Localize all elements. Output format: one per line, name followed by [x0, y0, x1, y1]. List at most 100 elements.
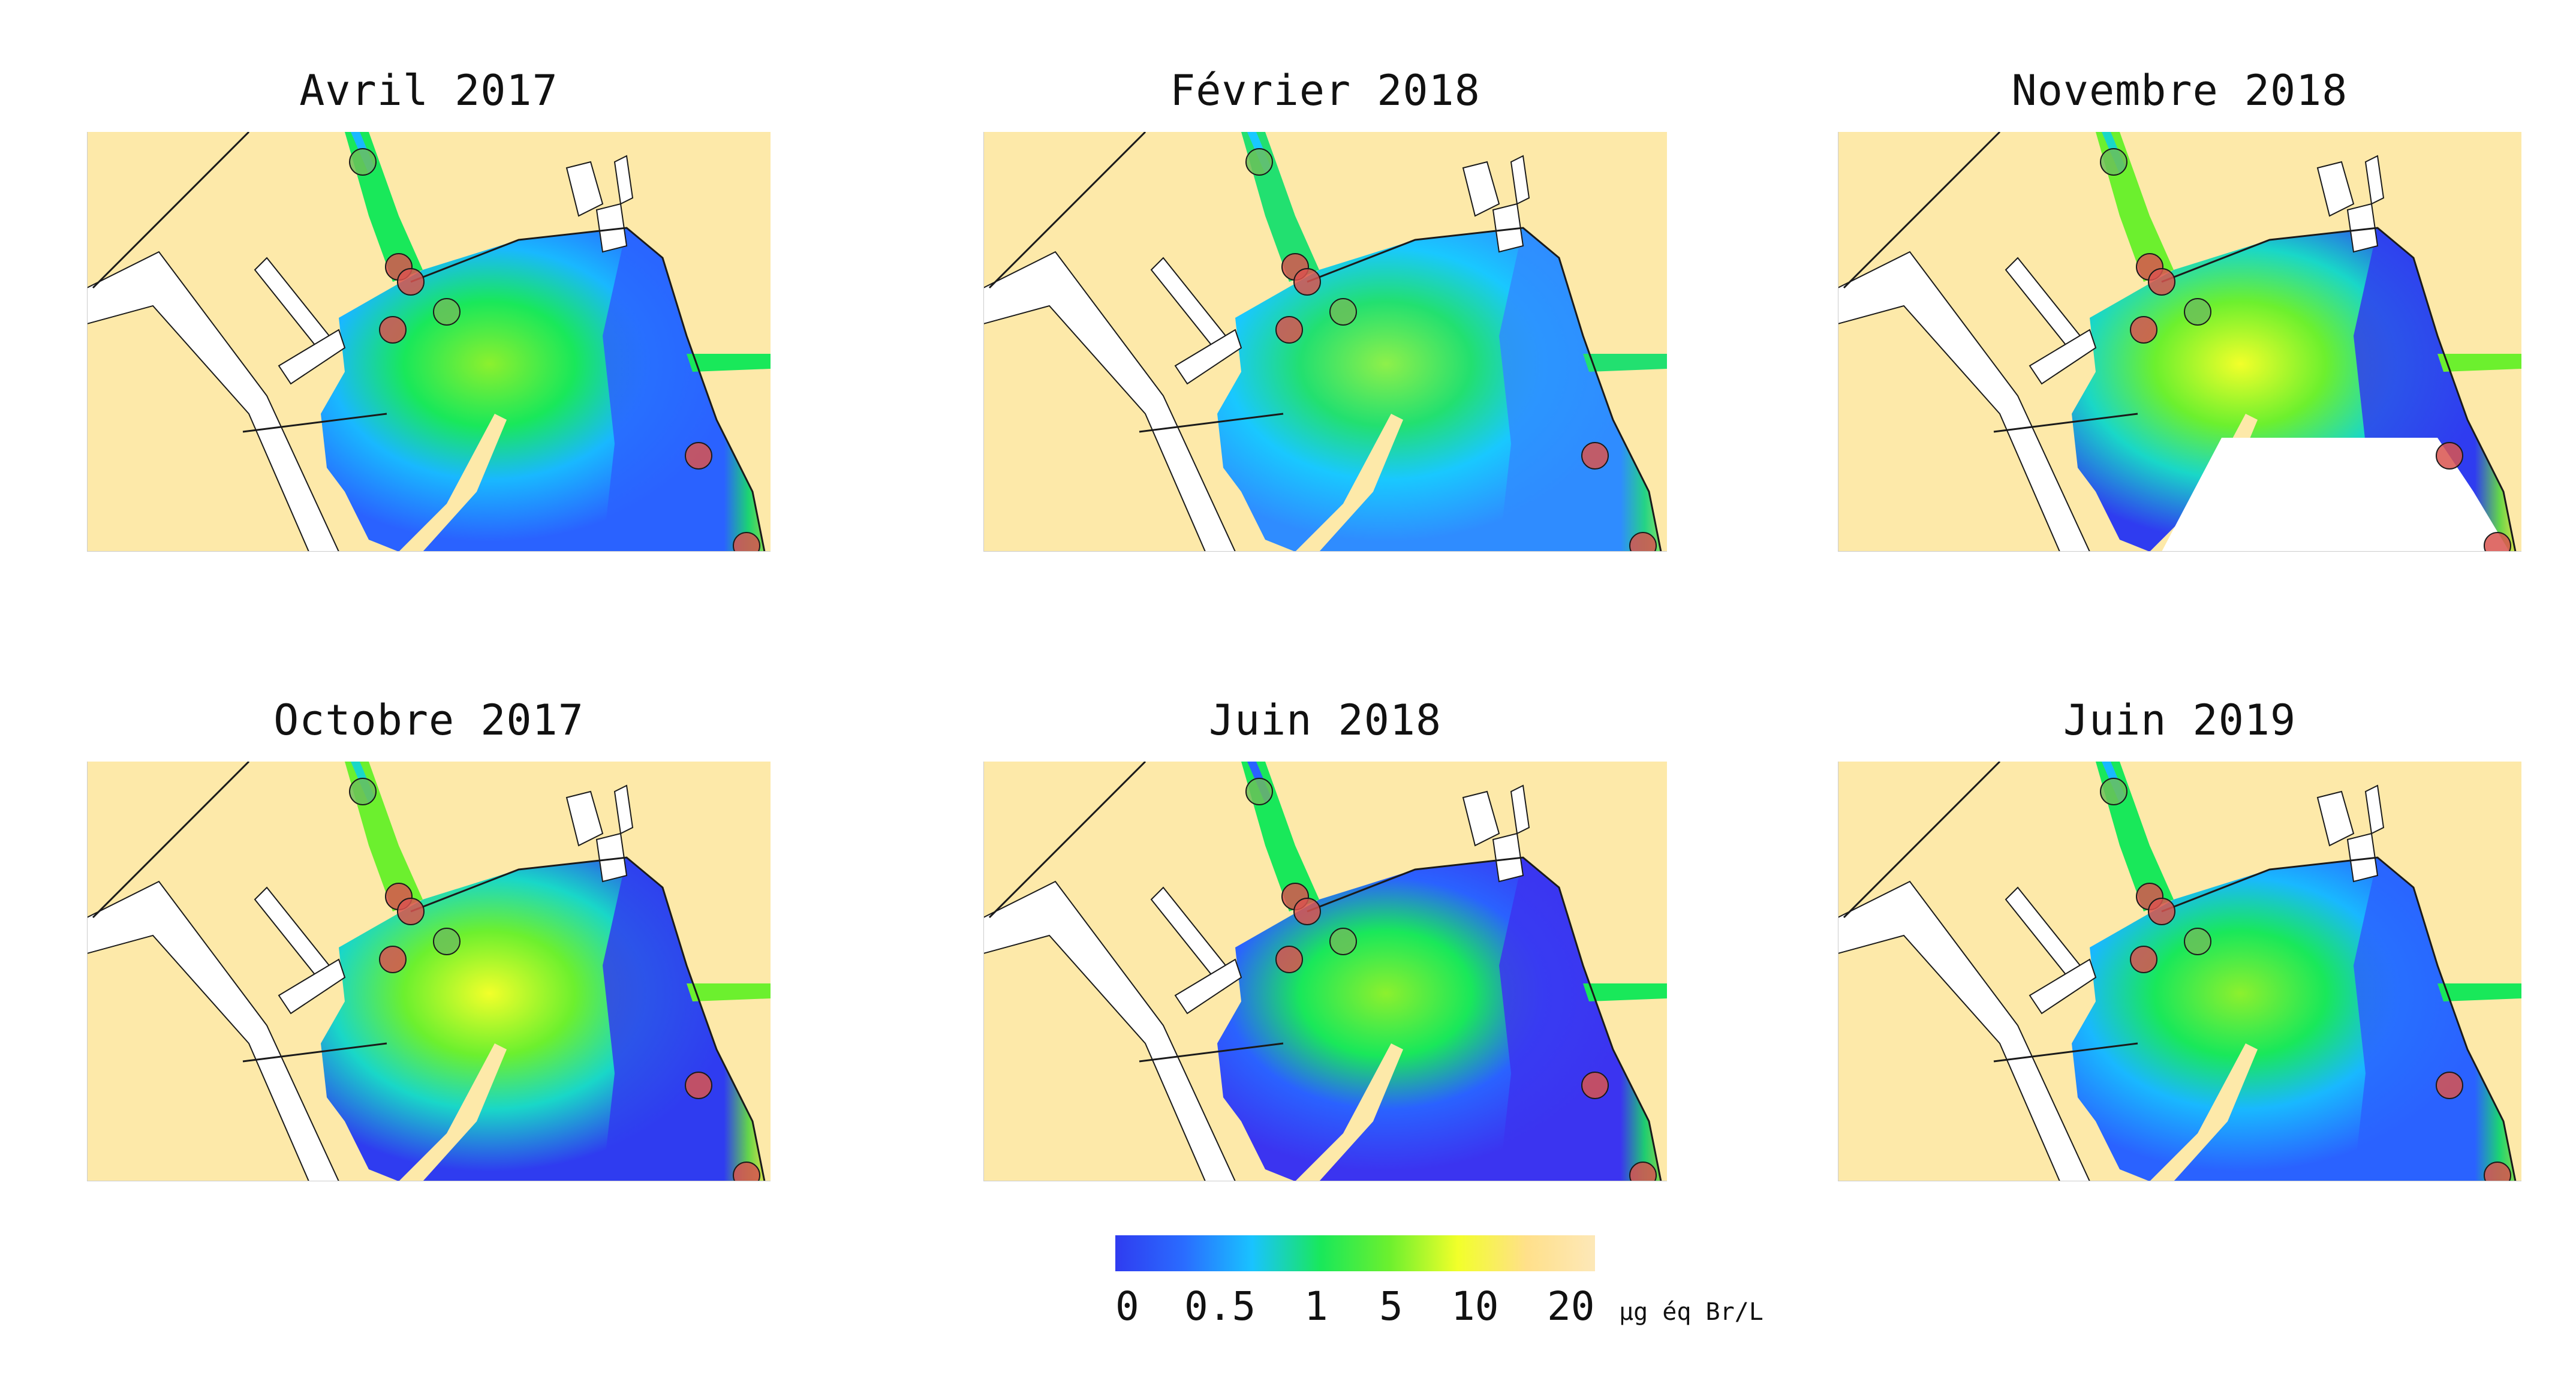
pier [278, 329, 346, 385]
jetty-line [1993, 413, 2138, 433]
island [2346, 203, 2379, 253]
pier [2029, 958, 2097, 1015]
river [983, 880, 1236, 1181]
sample-marker-red [685, 1072, 712, 1099]
sample-marker-red [1293, 268, 1321, 296]
no-data-region [2162, 438, 2509, 552]
sample-marker-red [1629, 532, 1657, 552]
coastal-strip [603, 228, 765, 552]
coastline [2161, 856, 2517, 1181]
panel-title: Octobre 2017 [273, 696, 584, 745]
island [2364, 784, 2385, 835]
island [613, 155, 634, 205]
colorbar-tick: 5 [1379, 1283, 1403, 1329]
sample-marker-red [2148, 898, 2175, 925]
jetty-line [1139, 1042, 1284, 1063]
island [1510, 155, 1530, 205]
jetty-line [1139, 413, 1284, 433]
coastline [1307, 227, 1662, 552]
pier [278, 958, 346, 1015]
sample-marker-red [397, 268, 425, 296]
harbour-arm [687, 354, 771, 372]
harbour-arm [1583, 983, 1667, 1001]
map-panel-3 [1838, 132, 2521, 552]
colorbar-tick: 10 [1451, 1283, 1499, 1329]
sample-marker-red [1581, 442, 1609, 470]
island [2364, 155, 2385, 205]
pier [2029, 329, 2097, 385]
river [87, 880, 340, 1181]
jetty-line [242, 1042, 387, 1063]
jetty-line [242, 413, 387, 433]
colorbar-tick: 0.5 [1184, 1283, 1256, 1329]
sample-marker-red [1629, 1162, 1657, 1181]
map-panel-4 [87, 762, 771, 1181]
railway-line [988, 762, 1146, 919]
harbour-arm [2437, 983, 2521, 1001]
sample-marker-red [397, 898, 425, 925]
sample-marker-red [2130, 946, 2157, 973]
harbour-arm [687, 983, 771, 1001]
river [87, 251, 340, 552]
island [613, 784, 634, 835]
colorbar-gradient [1115, 1235, 1595, 1271]
panel-title: Avril 2017 [299, 66, 558, 115]
island [595, 832, 628, 883]
railway-line [92, 762, 250, 919]
sample-marker-green [2184, 298, 2211, 326]
colorbar-tick: 20 [1547, 1283, 1595, 1329]
island [1462, 161, 1500, 217]
island [2346, 832, 2379, 883]
jetty-line [1993, 1042, 2138, 1063]
sample-marker-green [1245, 778, 1273, 805]
sample-marker-red [2436, 442, 2463, 470]
harbour-map [87, 132, 771, 552]
sample-marker-green [433, 298, 461, 326]
sample-marker-green [1329, 928, 1357, 955]
panel-title: Février 2018 [1170, 66, 1480, 115]
railway-line [1843, 132, 2001, 289]
colorbar-unit: µg éq Br/L [1619, 1298, 1764, 1326]
sample-marker-red [2436, 1072, 2463, 1099]
sample-marker-green [433, 928, 461, 955]
panel-title: Juin 2019 [2063, 696, 2297, 745]
island [2316, 161, 2355, 217]
coastal-strip [1499, 858, 1661, 1181]
panel-title: Juin 2018 [1208, 696, 1442, 745]
sample-marker-red [2484, 1162, 2511, 1181]
island [565, 790, 604, 847]
sample-marker-green [349, 148, 377, 176]
island [1492, 203, 1524, 253]
colorbar-tick: 1 [1304, 1283, 1328, 1329]
sample-marker-red [2148, 268, 2175, 296]
map-panel-1 [87, 132, 771, 552]
sample-marker-red [1275, 946, 1303, 973]
railway-line [92, 132, 250, 289]
railway-line [1843, 762, 2001, 919]
coastline [410, 856, 766, 1181]
sample-marker-red [1581, 1072, 1609, 1099]
sample-marker-red [379, 946, 407, 973]
sample-marker-green [349, 778, 377, 805]
sample-marker-green [2100, 778, 2127, 805]
colorbar [1115, 1235, 1595, 1271]
pier [1174, 329, 1242, 385]
sample-marker-red [1293, 898, 1321, 925]
sample-marker-green [2100, 148, 2127, 176]
coastline [2161, 227, 2517, 552]
sample-marker-red [2130, 316, 2157, 344]
coastline [1307, 856, 1662, 1181]
harbour-arm [2437, 354, 2521, 372]
sample-marker-red [733, 532, 760, 552]
railway-line [988, 132, 1146, 289]
sample-marker-red [733, 1162, 760, 1181]
sample-marker-green [2184, 928, 2211, 955]
coastline [410, 227, 766, 552]
harbour-map [87, 762, 771, 1181]
island [1492, 832, 1524, 883]
sample-marker-red [379, 316, 407, 344]
sample-marker-green [1245, 148, 1273, 176]
map-panel-6 [1838, 762, 2521, 1181]
sample-marker-green [1329, 298, 1357, 326]
island [595, 203, 628, 253]
